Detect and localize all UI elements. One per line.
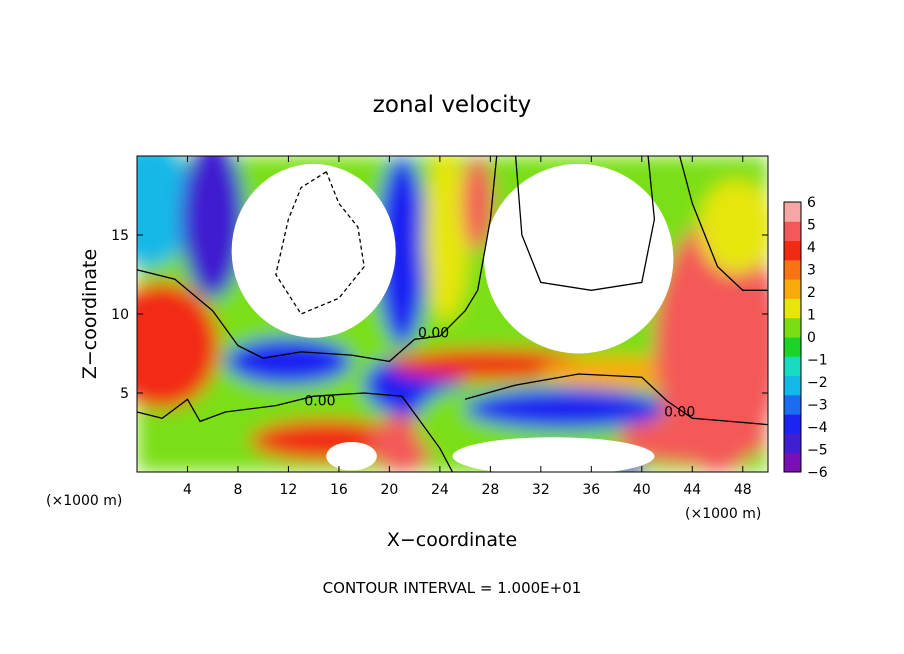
- contour-label-1: 0.00: [418, 326, 449, 342]
- x-tick-label: 48: [734, 482, 752, 498]
- colorbar-label: −5: [807, 443, 828, 459]
- y-tick-label: 5: [120, 386, 129, 402]
- colorbar-label: −4: [807, 420, 828, 436]
- colorbar-segment: [784, 394, 801, 415]
- x-tick-label: 8: [233, 482, 242, 498]
- x-tick-label: 32: [532, 482, 550, 498]
- colorbar-segment: [784, 221, 801, 242]
- colorbar-label: 4: [807, 240, 816, 256]
- field-blob-3: [225, 337, 352, 386]
- contour-interval-note: CONTOUR INTERVAL = 1.000E+01: [323, 579, 582, 597]
- colorbar-segment: [784, 202, 801, 222]
- contour-line-5: [275, 171, 365, 315]
- colorbar-segment: [784, 433, 801, 454]
- x-tick-label: 36: [582, 482, 600, 498]
- colorbar-segment: [784, 240, 801, 261]
- colorbar: 6 5 4 3 2 1 0 −1 −2 −3 −4 −5 −6: [783, 195, 828, 481]
- contour-line-1: [137, 156, 498, 363]
- field-blob-1: [137, 156, 194, 267]
- x-tick-label: 16: [330, 482, 348, 498]
- colorbar-segment: [784, 337, 801, 357]
- x-axis-title: X−coordinate: [387, 529, 517, 551]
- x-tick-label: 44: [683, 482, 701, 498]
- x-tick-label: 20: [380, 482, 398, 498]
- contour-line-0: [137, 392, 454, 472]
- field-blob-2: [181, 156, 245, 299]
- colorbar-label: 2: [807, 285, 816, 301]
- colorbar-segment: [784, 375, 801, 396]
- x-unit-right: (×1000 m): [685, 506, 761, 522]
- x-tick-label: 40: [633, 482, 651, 498]
- x-unit-left: (×1000 m): [46, 493, 122, 509]
- colorbar-label: 1: [807, 308, 816, 324]
- field-blob-9: [423, 156, 469, 322]
- y-axis: 5 10 15: [111, 228, 768, 402]
- y-tick-label: 10: [111, 307, 129, 323]
- colorbar-label: −6: [807, 465, 828, 481]
- x-tick-label: 28: [481, 482, 499, 498]
- plot-area: 0.00 0.00 0.00: [136, 155, 769, 473]
- out-of-range-region-1: [484, 163, 674, 354]
- y-axis-title: Z−coordinate: [79, 249, 101, 379]
- colorbar-segment: [784, 414, 801, 434]
- field-blob-15: [654, 219, 768, 472]
- field-blob-8: [376, 156, 428, 346]
- colorbar-segment: [784, 452, 801, 473]
- field-blob-10: [462, 156, 493, 251]
- contour-line-3: [679, 156, 768, 291]
- out-of-range-region-2: [452, 437, 655, 472]
- x-tick-label: 4: [183, 482, 192, 498]
- colorbar-segment: [784, 356, 801, 377]
- out-of-range-region-0: [231, 163, 396, 338]
- colorbar-label: 0: [807, 330, 816, 346]
- y-tick-label: 15: [111, 228, 129, 244]
- out-of-range-region-3: [326, 441, 377, 471]
- contour-line-4: [514, 156, 656, 291]
- field-blob-17: [616, 416, 768, 465]
- contour-line-2: [464, 373, 768, 426]
- x-tick-label: 24: [431, 482, 449, 498]
- field-blob-13: [465, 388, 668, 430]
- colorbar-label: −1: [807, 353, 828, 369]
- x-axis: 4 8 12 16 20 24 28 32 36 40 44 48: [183, 156, 752, 498]
- colorbar-label: 6: [807, 195, 816, 211]
- colorbar-segment: [784, 317, 801, 338]
- colorbar-label: −3: [807, 398, 828, 414]
- colorbar-label: 3: [807, 263, 816, 279]
- field-blob-0: [137, 282, 220, 409]
- contour-label-0: 0.00: [304, 394, 335, 410]
- colorbar-segment: [784, 259, 801, 280]
- x-tick-label: 12: [280, 482, 298, 498]
- contour-label-2: 0.00: [664, 405, 695, 421]
- field-blob-14: [540, 356, 693, 389]
- field-blob-16: [698, 179, 768, 275]
- chart-title: zonal velocity: [373, 92, 531, 118]
- colorbar-label: 5: [807, 218, 816, 234]
- colorbar-segment: [784, 279, 801, 299]
- colorbar-segment: [784, 298, 801, 319]
- colorbar-label: −2: [807, 375, 828, 391]
- colorbar-frame: [783, 201, 802, 473]
